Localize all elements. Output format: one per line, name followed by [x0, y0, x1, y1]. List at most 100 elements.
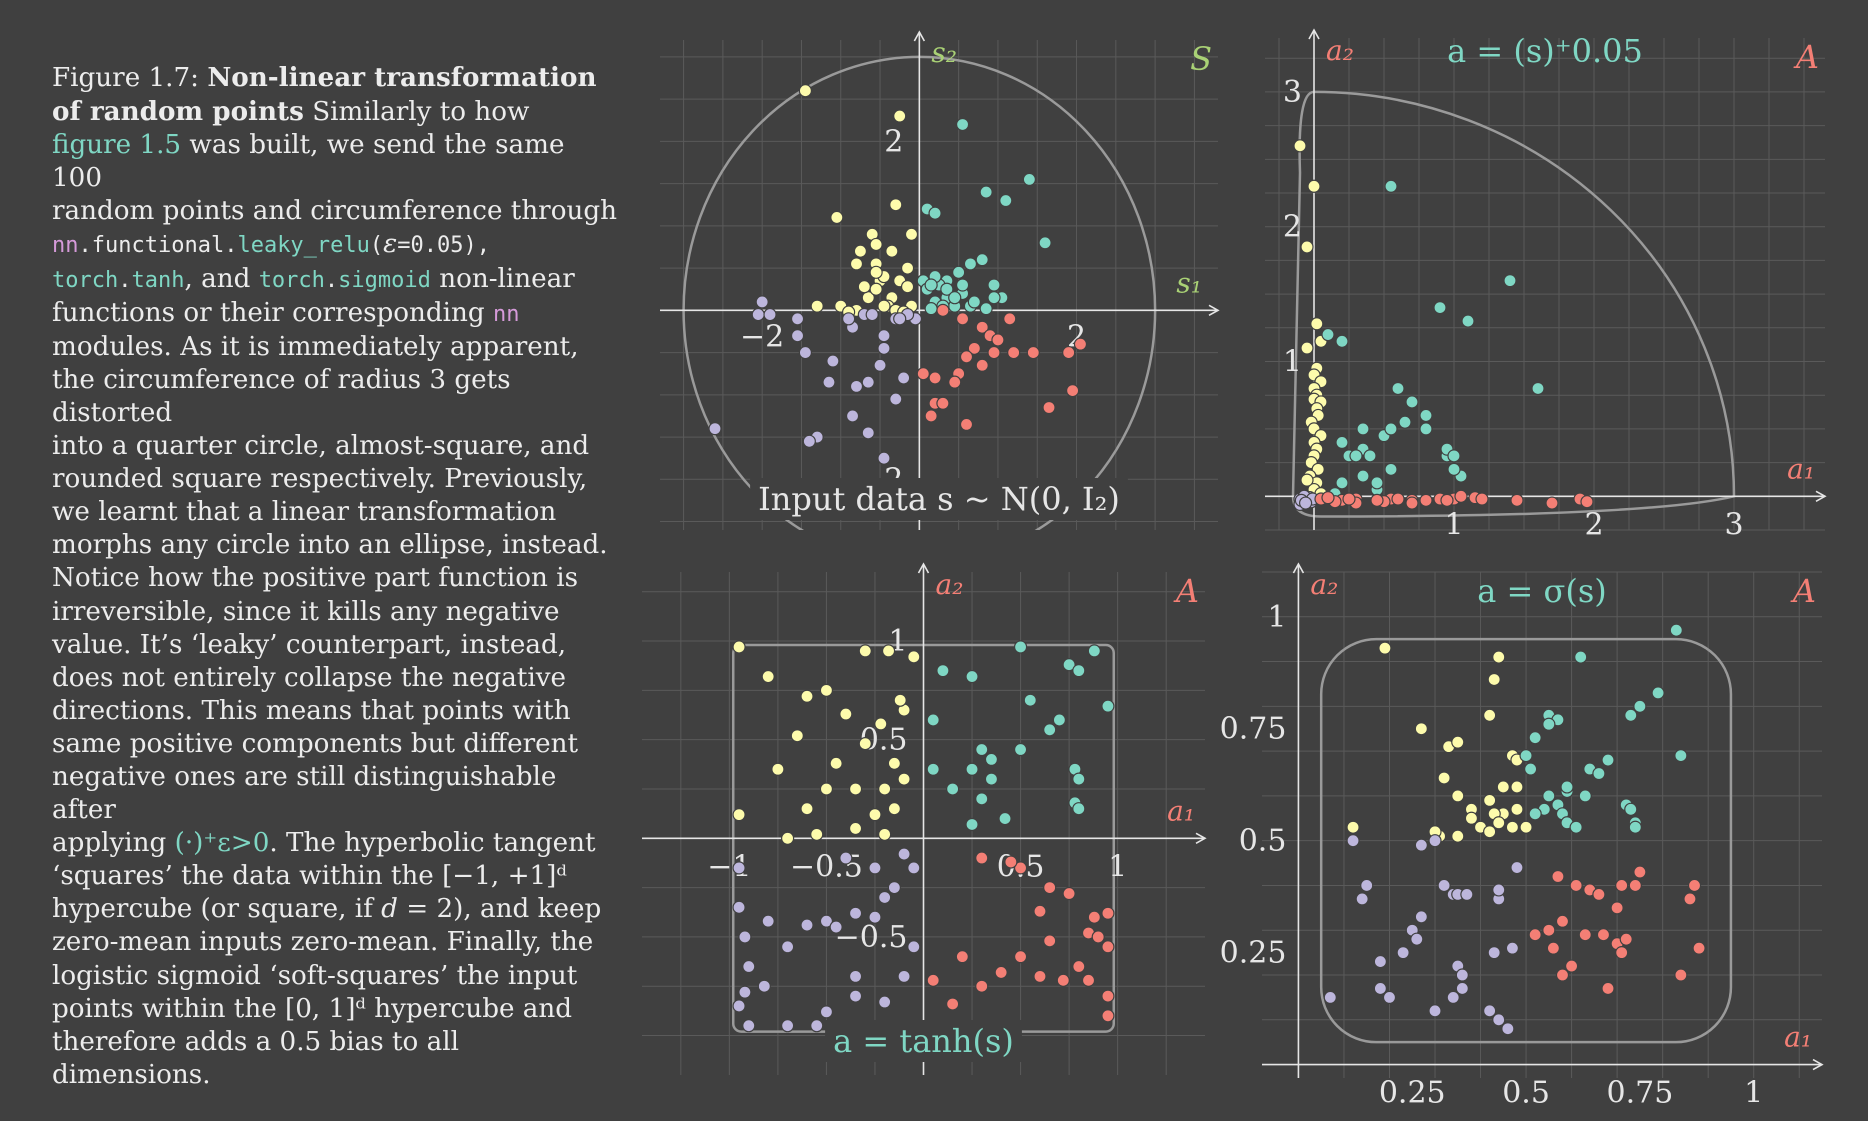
caption-line: random points and circumference through	[52, 195, 622, 228]
x-axis-arrow	[1208, 304, 1220, 317]
caption-line: does not entirely collapse the negative	[52, 662, 622, 695]
red-point	[1528, 928, 1542, 942]
teal-point	[1419, 408, 1433, 423]
red-point	[1043, 934, 1057, 948]
caption-line: therefore adds a 0.5 bias to all dimensi…	[52, 1026, 622, 1092]
yellow-point	[1464, 811, 1479, 825]
purple-point	[1346, 834, 1360, 848]
teal-point	[952, 265, 966, 279]
caption-text: nn	[52, 233, 79, 259]
yellow-point	[889, 198, 903, 212]
purple-point	[1355, 892, 1369, 906]
purple-point	[873, 358, 887, 372]
yellow-point	[907, 650, 921, 664]
red-point	[936, 303, 950, 317]
caption-text: the circumference of radius 3 gets disto…	[52, 364, 511, 428]
red-point	[1043, 881, 1057, 895]
space-label: A	[1793, 38, 1819, 76]
caption-text: sigmoid	[338, 267, 431, 293]
purple-point	[1298, 496, 1313, 510]
teal-point	[1349, 449, 1363, 463]
y-tick-label: −0.5	[835, 920, 908, 955]
caption-line: torch.tanh, and torch.sigmoid non-linear	[52, 263, 622, 297]
purple-point	[822, 375, 836, 389]
y-tick-label: 0.5	[1239, 824, 1287, 859]
purple-point	[1455, 968, 1469, 982]
figure-link[interactable]: figure 1.5	[52, 130, 182, 161]
caption-text: Non-linear transformation	[207, 62, 597, 93]
purple-point	[826, 354, 840, 368]
y-tick-label: 2	[884, 124, 903, 159]
purple-point	[1373, 954, 1387, 969]
red-point	[1033, 969, 1047, 983]
caption-line: nn.functional.leaky_relu(ε=0.05),	[52, 228, 622, 262]
caption-text: zero-mean inputs zero-mean. Finally, the	[52, 927, 594, 958]
purple-point	[1414, 838, 1428, 852]
purple-point	[861, 426, 875, 440]
yellow-point	[1510, 802, 1524, 816]
red-point	[975, 358, 989, 372]
yellow-point	[853, 244, 868, 258]
red-point	[1592, 887, 1606, 902]
x-axis-label: s₁	[1176, 266, 1202, 299]
red-point	[1564, 959, 1579, 973]
yellow-point	[869, 237, 883, 252]
teal-point	[1624, 802, 1638, 816]
caption-text: negative ones are still distinguishable …	[52, 761, 557, 826]
yellow-point	[878, 827, 892, 841]
red-point	[1033, 904, 1047, 918]
red-point	[1692, 941, 1706, 955]
caption-text: random points and circumference through	[52, 196, 617, 227]
caption-text: .	[118, 267, 132, 293]
red-point	[1674, 968, 1688, 982]
purple-point	[800, 918, 814, 932]
purple-point	[1360, 878, 1374, 893]
purple-point	[848, 969, 863, 983]
x-axis-label: a₁	[1787, 452, 1815, 485]
yellow-point	[800, 802, 814, 816]
teal-point	[1072, 664, 1086, 678]
purple-point	[1487, 946, 1501, 960]
red-point	[1542, 923, 1556, 937]
x-axis-label: a₁	[1784, 1021, 1812, 1054]
red-point	[1101, 906, 1115, 920]
caption-line: hypercube (or square, if d = 2), and kee…	[52, 893, 622, 926]
caption-text: (·)⁺ε>0	[174, 828, 270, 859]
purple-point	[907, 861, 921, 875]
purple-point	[790, 312, 805, 326]
yellow-point	[810, 299, 824, 313]
purple-point	[790, 329, 805, 343]
purple-point	[1410, 932, 1424, 946]
purple-point	[887, 881, 901, 895]
caption-text: logistic sigmoid ‘soft-squares’ the inpu…	[52, 960, 578, 991]
teal-point	[1335, 476, 1349, 490]
caption-line: negative ones are still distinguishable …	[52, 761, 622, 827]
yellow-point	[1451, 829, 1465, 843]
caption-text: of random points	[52, 96, 304, 128]
yellow-point	[1307, 179, 1321, 193]
caption-text: torch	[52, 267, 119, 293]
teal-point	[926, 713, 940, 727]
caption-text: irreversible, since it kills any negativ…	[52, 596, 560, 627]
purple-point	[755, 295, 769, 309]
purple-point	[757, 979, 771, 993]
red-point	[1056, 973, 1070, 987]
red-point	[1580, 495, 1594, 509]
red-point	[1073, 337, 1088, 351]
red-point	[1419, 493, 1433, 507]
red-point	[1687, 878, 1702, 893]
teal-point	[1503, 274, 1517, 288]
caption-text: .functional.	[78, 233, 238, 259]
caption-text: directions. This means that points with	[52, 695, 571, 726]
caption-line: irreversible, since it kills any negativ…	[52, 596, 622, 629]
caption-text: leaky_relu	[237, 233, 370, 259]
yellow-point	[1293, 139, 1307, 153]
teal-point	[987, 278, 1001, 292]
yellow-point	[848, 821, 863, 836]
caption-line: modules. As it is immediately apparent,	[52, 331, 622, 364]
panel-2: 1 2 3 1 2 3 a₁ a₂ Aa = (s)⁺0.05	[1265, 28, 1827, 542]
teal-point	[1574, 650, 1588, 664]
purple-point	[781, 940, 795, 954]
yellow-point	[885, 244, 899, 258]
yellow-point	[904, 227, 919, 241]
